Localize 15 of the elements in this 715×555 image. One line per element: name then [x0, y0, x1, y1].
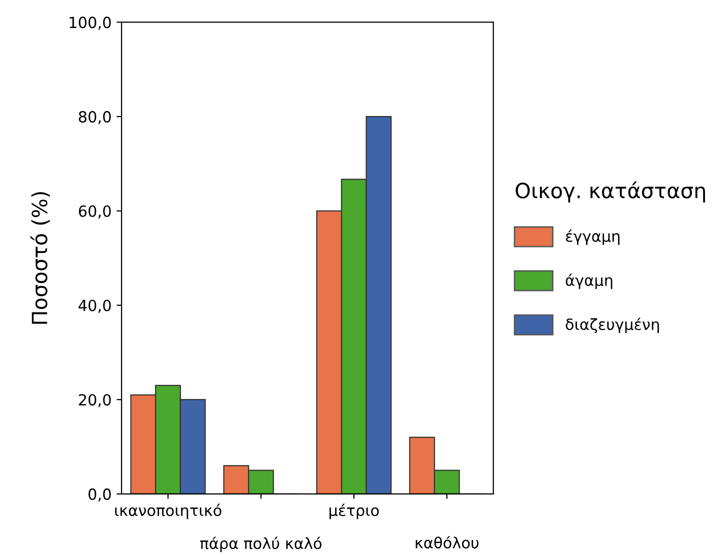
legend-title: Οικογ. κατάσταση: [516, 181, 705, 202]
legend-label: διαζευγμένη: [566, 318, 659, 334]
x-tick-label: μέτριο: [330, 504, 379, 520]
legend-label: έγγαμη: [566, 230, 620, 245]
x-tick-label: ικανοποιητικό: [115, 504, 222, 520]
y-axis-title: Ποσοστό (%): [30, 192, 50, 324]
x-tick-label: καθόλου: [416, 536, 478, 549]
y-tick-label: 40,0: [78, 300, 111, 313]
y-tick-label: 20,0: [78, 394, 111, 408]
y-tick-label: 60,0: [78, 205, 111, 218]
y-tick-label: 0,0: [88, 488, 111, 502]
legend-label: άγαμη: [566, 274, 612, 289]
x-tick-label: πάρα πολύ καλό: [200, 536, 322, 552]
y-tick-label: 80,0: [78, 111, 111, 124]
y-tick-label: 100,0: [70, 16, 111, 30]
